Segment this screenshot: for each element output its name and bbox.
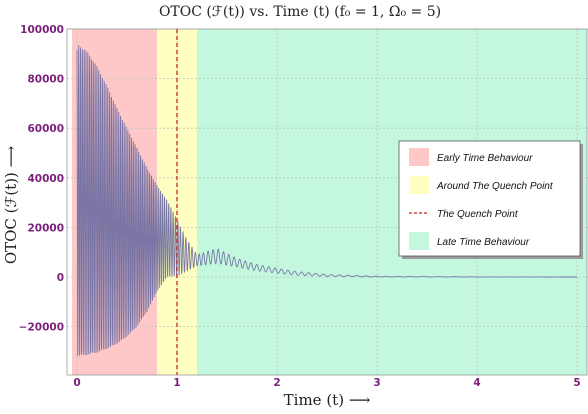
- otoc-curve: [76, 45, 577, 357]
- y-tick-label: 60000: [27, 123, 64, 135]
- x-tick-label: 1: [173, 377, 180, 389]
- x-tick-label: 2: [273, 377, 280, 389]
- plot-frame: [66, 28, 588, 376]
- y-tick-label: 100000: [20, 24, 64, 36]
- x-tick-label: 0: [73, 377, 80, 389]
- legend-label-3: Late Time Behaviour: [437, 237, 530, 248]
- y-tick-label: 40000: [27, 173, 64, 185]
- legend-label-0: Early Time Behaviour: [437, 153, 533, 164]
- otoc-series: [76, 45, 577, 357]
- legend-swatch-1: [409, 176, 429, 194]
- legend-swatch-0: [409, 148, 429, 166]
- x-tick-labels: 0 1 2 3 4 5: [73, 377, 580, 389]
- y-tick-label: 0: [57, 272, 64, 284]
- plot-border: [66, 28, 588, 376]
- y-tick-label: 20000: [27, 222, 64, 234]
- x-tick-label: 5: [573, 377, 580, 389]
- legend-label-1: Around The Quench Point: [436, 181, 554, 192]
- x-axis-title: Time (t) ⟶: [284, 391, 371, 409]
- x-tick-label: 3: [373, 377, 380, 389]
- y-tick-labels: −20000 0 20000 40000 60000 80000 100000: [19, 24, 64, 334]
- legend-box: Early Time Behaviour Around The Quench Po…: [398, 140, 583, 259]
- chart-title: OTOC (ℱ(t)) vs. Time (t) (f₀ = 1, Ω₀ = 5…: [159, 4, 441, 20]
- legend-frame: [398, 140, 581, 257]
- legend-label-2: The Quench Point: [437, 209, 519, 220]
- y-tick-label: 80000: [27, 74, 64, 86]
- x-tick-label: 4: [473, 377, 480, 389]
- y-tick-label: −20000: [19, 322, 64, 334]
- legend-swatch-3: [409, 232, 429, 250]
- y-axis-title: OTOC (ℱ(t)) ⟶: [2, 146, 20, 264]
